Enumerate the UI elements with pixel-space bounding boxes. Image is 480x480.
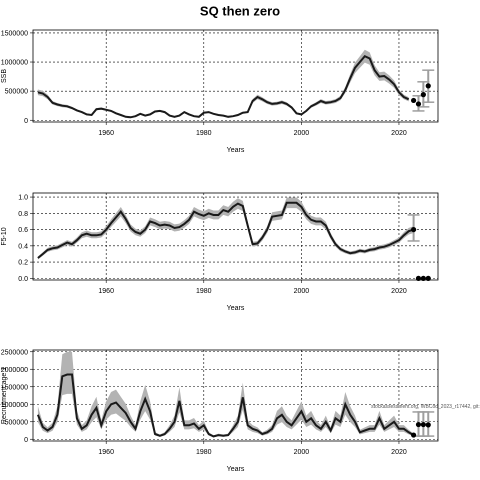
- plot-frame: [32, 192, 439, 281]
- y-tick-label-3: 1500000: [1, 30, 28, 37]
- x-tick-label-3: 2020: [391, 130, 407, 137]
- confidence-band: [37, 49, 409, 118]
- projection-point-2: [420, 92, 426, 98]
- y-tick-label-0: 0: [24, 118, 28, 125]
- y-tick-label-1: 0.2: [18, 260, 28, 267]
- recruitment-panel: 1960 1980 2000 2020 0 500000 1000000 1500000 200…: [1, 349, 480, 473]
- y-tick-label-5: 1.0: [18, 195, 28, 202]
- y-tick-label-2: 1000000: [1, 60, 28, 67]
- series-line: [37, 54, 410, 119]
- projection-point-0: [411, 226, 417, 233]
- x-axis-label: Years: [227, 305, 245, 312]
- x-tick-label-0: 1960: [98, 130, 114, 137]
- x-tick-label-3: 2020: [391, 288, 407, 295]
- annotation-0: stockassessment.org, WBCod_2023_r17442, …: [371, 404, 480, 410]
- projection-point-0: [411, 97, 417, 104]
- f-panel: 1960 1980 2000 2020 0.0 0.2 0.4 0.6 0.8 1.0 Years F…: [1, 192, 439, 312]
- y-axis-label: F5-10: [1, 227, 8, 245]
- confidence-band: [37, 197, 414, 260]
- x-tick-label-3: 2020: [391, 449, 407, 456]
- ssb-panel: 1960 1980 2000 2020 0 500000 1000000 1500000 Yea…: [1, 29, 439, 154]
- x-axis-label: Years: [227, 466, 245, 473]
- x-tick-label-2: 2000: [294, 130, 310, 137]
- projection-point-3: [425, 83, 431, 89]
- y-axis-label: Recruitment age 1: [1, 367, 8, 424]
- x-tick-label-1: 1980: [196, 130, 212, 137]
- projection-point-3: [425, 422, 431, 428]
- x-tick-label-2: 2000: [294, 288, 310, 295]
- projection-point-0: [411, 432, 417, 438]
- y-tick-label-0: 0.0: [18, 276, 28, 283]
- x-axis-label: Years: [227, 147, 245, 154]
- confidence-band: [37, 351, 414, 438]
- y-tick-label-4: 2000000: [1, 367, 28, 374]
- x-tick-label-0: 1960: [98, 449, 114, 456]
- chart-title: SQ then zero: [200, 3, 280, 18]
- projection-point-2: [420, 421, 426, 428]
- plot-frame: [32, 349, 439, 442]
- x-tick-label-2: 2000: [294, 449, 310, 456]
- series-line: [37, 201, 414, 259]
- series-line: [36, 373, 415, 438]
- y-tick-label-1: 500000: [5, 419, 28, 426]
- y-tick-label-2: 1000000: [1, 402, 28, 409]
- plot-frame: [32, 29, 439, 123]
- x-tick-label-1: 1980: [196, 288, 212, 295]
- y-tick-label-3: 0.6: [18, 227, 28, 234]
- y-tick-label-3: 1500000: [1, 384, 28, 391]
- projection-point-1: [415, 101, 422, 107]
- projection-point-1: [415, 421, 422, 428]
- y-tick-label-4: 0.8: [18, 211, 28, 218]
- y-axis-label: SSB: [1, 69, 8, 83]
- y-tick-label-1: 500000: [5, 89, 28, 96]
- y-tick-label-0: 0: [24, 437, 28, 444]
- y-tick-label-5: 2500000: [1, 349, 28, 356]
- x-tick-label-1: 1980: [196, 449, 212, 456]
- y-tick-label-2: 0.4: [18, 243, 28, 250]
- x-tick-label-0: 1960: [98, 288, 114, 295]
